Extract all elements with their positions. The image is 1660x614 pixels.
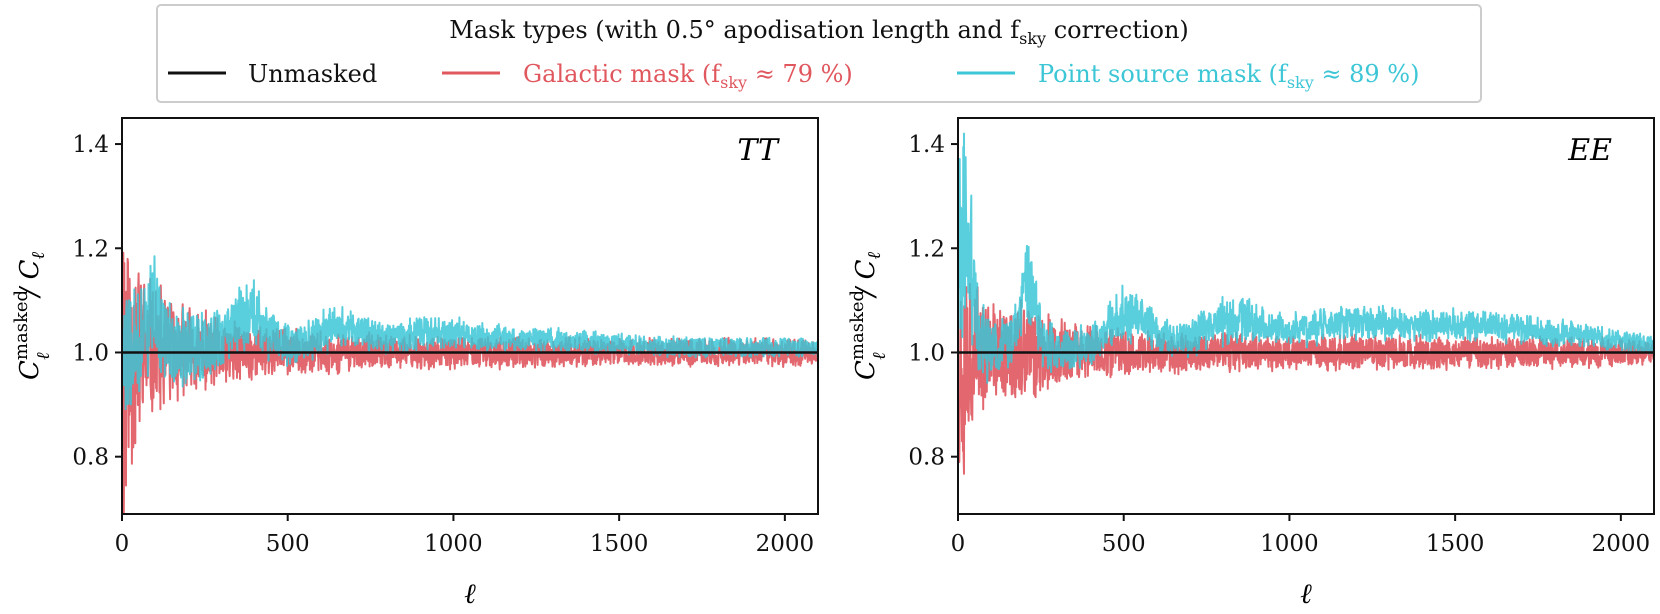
tt-xtick-label: 1000 <box>424 531 483 557</box>
tt-ylabel-main: C <box>15 360 45 380</box>
ee-ytick-label: 1.4 <box>908 132 945 158</box>
ee-ytick-label: 0.8 <box>908 445 945 471</box>
ee-panel-label: EE <box>1567 133 1612 168</box>
ee-ylabel: Cmaskedℓ/ Cℓ <box>847 252 890 380</box>
legend-label-unmasked: Unmasked <box>248 60 377 88</box>
tt-axes-frame <box>121 117 819 515</box>
legend-galactic-tail: ≈ 79 %) <box>747 60 853 88</box>
tt-ylabel-tail-sub: ℓ <box>28 252 49 260</box>
ee-xtick-label: 1500 <box>1426 531 1485 557</box>
legend-point-tail: ≈ 89 %) <box>1314 60 1420 88</box>
ee-ticks: 0 500 1000 1500 2000 0.8 1.0 1.2 1.4 <box>908 132 1650 557</box>
panel-tt: 0 500 1000 1500 2000 0.8 1.0 1.2 1.4 TT ℓ Cmaske… <box>11 117 819 610</box>
legend-galactic-sub: sky <box>720 73 747 92</box>
tt-ytick-label: 1.0 <box>72 340 109 366</box>
legend-galactic-text: Galactic mask (f <box>523 60 722 88</box>
tt-ylabel: Cmaskedℓ/ Cℓ <box>11 252 54 380</box>
legend-label-galactic: Galactic mask (fsky ≈ 79 %) <box>523 60 853 92</box>
ee-xtick-label: 0 <box>951 531 966 557</box>
ee-xtick-label: 2000 <box>1592 531 1651 557</box>
tt-xlabel: ℓ <box>464 577 476 610</box>
legend-point-text: Point source mask (f <box>1038 60 1289 88</box>
tt-ticks: 0 500 1000 1500 2000 0.8 1.0 1.2 1.4 <box>72 132 814 557</box>
tt-series-group <box>122 251 818 514</box>
legend-title-text: Mask types (with 0.5° apodisation length… <box>449 16 1021 44</box>
ee-xtick-label: 500 <box>1102 531 1146 557</box>
legend-title: Mask types (with 0.5° apodisation length… <box>449 16 1189 48</box>
tt-xtick-label: 500 <box>266 531 310 557</box>
tt-ylabel-tail: / C <box>15 259 45 299</box>
tt-xtick-label: 0 <box>115 531 130 557</box>
legend-title-tail: correction) <box>1046 16 1189 44</box>
ee-ylabel-sup: masked <box>847 290 868 360</box>
ee-ylabel-tail-sub: ℓ <box>864 252 885 260</box>
ee-ytick-label: 1.2 <box>908 236 945 262</box>
legend-title-sub: sky <box>1019 29 1046 48</box>
ee-ylabel-sub: ℓ <box>869 352 890 360</box>
tt-series-point <box>122 255 818 411</box>
ee-axes-frame <box>957 117 1655 515</box>
ee-ylabel-main: C <box>851 360 881 380</box>
tt-series-galactic <box>122 251 818 514</box>
tt-ytick-label: 1.2 <box>72 236 109 262</box>
ee-xtick-label: 1000 <box>1260 531 1319 557</box>
legend: Mask types (with 0.5° apodisation length… <box>156 4 1482 103</box>
ee-ytick-label: 1.0 <box>908 340 945 366</box>
legend-frame <box>156 4 1482 103</box>
tt-xtick-label: 2000 <box>756 531 815 557</box>
ee-series-point <box>958 132 1654 384</box>
tt-ylabel-sup: masked <box>11 290 32 360</box>
tt-ytick-label: 1.4 <box>72 132 109 158</box>
legend-label-point: Point source mask (fsky ≈ 89 %) <box>1038 60 1419 92</box>
legend-point-sub: sky <box>1287 73 1314 92</box>
tt-panel-label: TT <box>737 133 780 168</box>
ee-series-group <box>958 132 1654 475</box>
ee-ylabel-tail: / C <box>851 259 881 299</box>
ee-xlabel: ℓ <box>1300 577 1312 610</box>
tt-ylabel-sub: ℓ <box>33 352 54 360</box>
ee-series-galactic <box>958 282 1654 475</box>
tt-ytick-label: 0.8 <box>72 445 109 471</box>
panel-ee: 0 500 1000 1500 2000 0.8 1.0 1.2 1.4 EE ℓ Cmaske… <box>847 117 1655 610</box>
tt-xtick-label: 1500 <box>590 531 649 557</box>
